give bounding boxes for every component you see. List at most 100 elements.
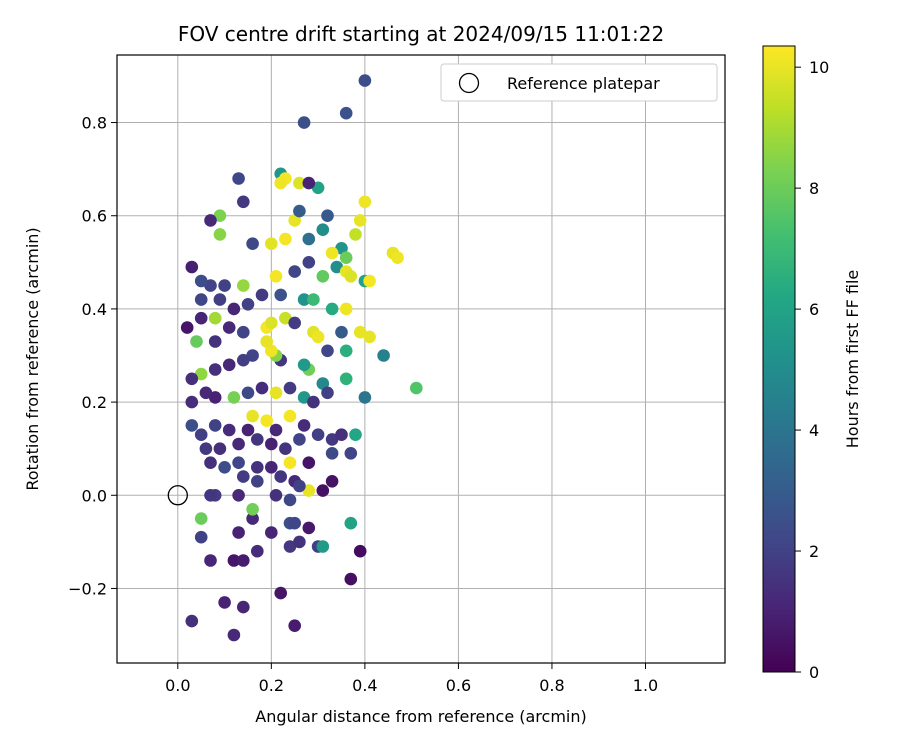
data-point	[302, 456, 316, 470]
data-point	[339, 251, 353, 264]
x-tick-label: 0.2	[259, 676, 284, 695]
data-point	[311, 181, 325, 195]
legend-label-reference: Reference platepar	[507, 74, 660, 93]
data-point	[283, 493, 297, 507]
data-point	[316, 223, 330, 236]
data-point	[237, 470, 250, 483]
data-point	[237, 600, 250, 614]
data-point	[185, 260, 199, 274]
colorbar-tick-label: 8	[809, 179, 819, 198]
x-tick-label: 0.8	[539, 676, 564, 695]
data-point	[316, 377, 330, 390]
data-point	[218, 279, 231, 292]
y-tick-label: 0.2	[82, 393, 107, 412]
y-tick-label: 0.8	[82, 114, 107, 133]
data-point	[185, 395, 199, 409]
data-point	[246, 409, 259, 423]
data-point	[246, 349, 259, 362]
colorbar-tick-label: 2	[809, 542, 819, 561]
data-point	[194, 274, 208, 288]
data-point	[227, 302, 241, 316]
data-point	[265, 344, 278, 358]
data-point	[218, 596, 231, 609]
data-point	[199, 386, 213, 400]
data-point	[250, 433, 264, 446]
chart-title: FOV centre drift starting at 2024/09/15 …	[178, 22, 664, 46]
data-point	[218, 461, 231, 474]
data-point	[269, 423, 283, 437]
data-point	[260, 414, 274, 428]
plot-frame	[116, 54, 726, 664]
legend: Reference platepar	[440, 63, 718, 102]
data-point	[339, 302, 353, 316]
data-point	[204, 279, 217, 292]
data-point	[293, 433, 306, 446]
data-point	[363, 274, 376, 288]
data-point	[246, 512, 259, 525]
x-tick-label: 0.0	[165, 676, 190, 695]
colorbar-label: Hours from first FF file	[843, 270, 862, 449]
data-point	[237, 325, 250, 339]
data-point	[269, 386, 283, 400]
data-point	[410, 381, 423, 395]
data-point	[279, 442, 292, 456]
data-point	[358, 195, 372, 209]
y-tick-label: 0.6	[82, 207, 107, 226]
data-point	[241, 298, 255, 311]
colorbar-gradient	[762, 45, 796, 673]
data-point	[297, 419, 311, 432]
data-point	[391, 251, 404, 264]
data-point	[265, 437, 278, 451]
data-point	[232, 456, 245, 470]
data-point	[358, 391, 372, 404]
data-point	[222, 321, 236, 334]
data-point	[349, 428, 362, 442]
x-tick-label: 0.6	[446, 676, 471, 695]
data-point	[302, 521, 316, 535]
data-point	[302, 484, 316, 497]
data-point	[274, 470, 288, 483]
data-point	[208, 363, 222, 376]
data-point	[208, 335, 222, 348]
data-point	[325, 447, 339, 460]
data-point	[363, 330, 376, 344]
data-point	[265, 237, 278, 250]
data-point	[335, 325, 348, 339]
data-point	[185, 614, 199, 628]
data-point	[288, 316, 302, 330]
data-point	[321, 386, 334, 400]
data-point	[353, 325, 367, 339]
data-point	[213, 209, 227, 222]
data-point	[316, 270, 330, 283]
data-point	[265, 526, 278, 539]
data-point	[204, 456, 217, 470]
data-point	[199, 442, 213, 456]
x-tick-label: 0.4	[352, 676, 377, 695]
data-point	[185, 419, 199, 432]
data-point	[344, 516, 358, 530]
data-point	[274, 288, 288, 302]
data-point	[222, 423, 236, 437]
data-point	[213, 442, 227, 456]
data-point	[250, 475, 264, 488]
data-point	[321, 344, 334, 358]
data-point	[213, 293, 227, 306]
data-point	[325, 475, 339, 488]
data-point	[311, 330, 325, 344]
data-point	[325, 246, 339, 260]
data-point	[232, 489, 245, 502]
data-point	[237, 353, 250, 367]
data-point	[204, 214, 217, 227]
data-point	[330, 260, 344, 274]
data-point	[194, 428, 208, 442]
data-point	[339, 106, 353, 120]
data-point	[246, 503, 259, 516]
data-point	[237, 195, 250, 209]
data-point	[204, 554, 217, 567]
data-point	[227, 391, 241, 404]
data-point	[302, 255, 316, 269]
data-point	[232, 172, 245, 185]
data-point	[283, 409, 297, 423]
data-point	[194, 512, 208, 525]
data-point	[377, 349, 390, 362]
